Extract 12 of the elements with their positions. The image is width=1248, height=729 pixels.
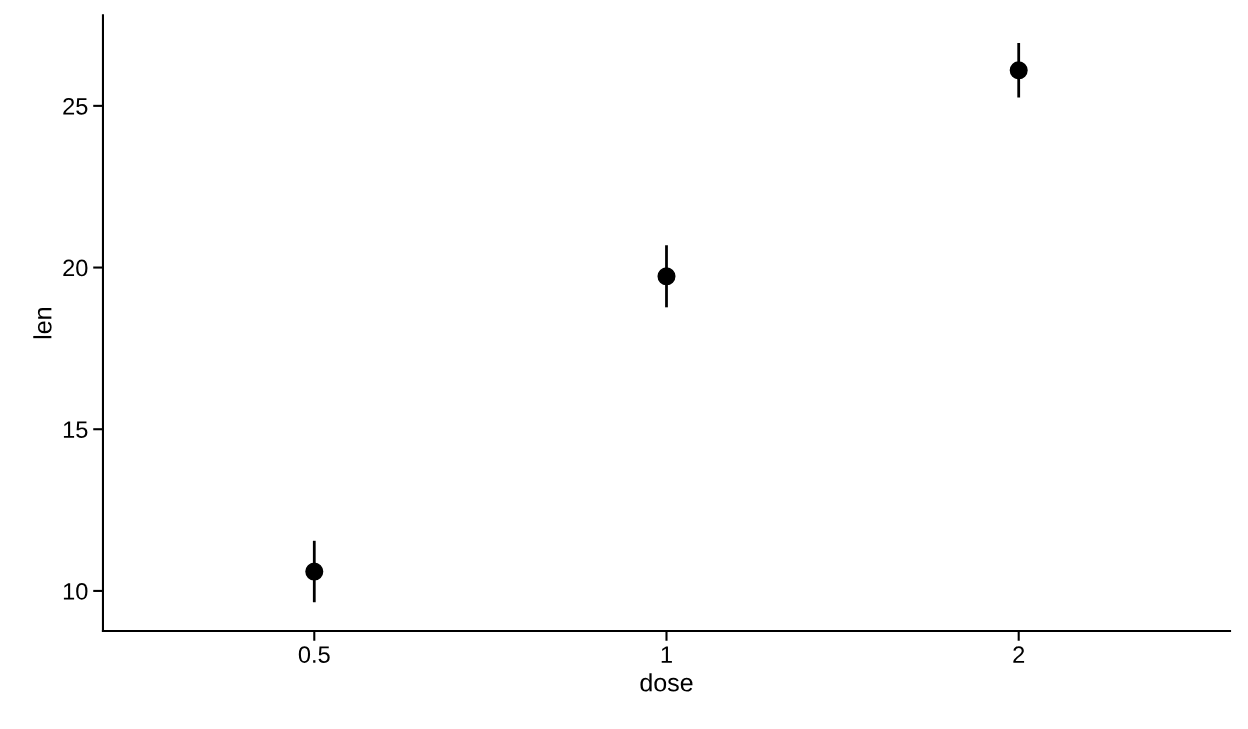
y-axis-title: len — [33, 308, 52, 339]
x-tick-label: 2 — [1013, 646, 1025, 663]
point — [305, 562, 324, 581]
x-tick-label: 0.5 — [298, 646, 330, 663]
y-tick-label: 20 — [63, 259, 88, 277]
y-tick-label: 25 — [63, 97, 88, 115]
y-tick-label: 15 — [63, 421, 88, 439]
point — [657, 267, 676, 286]
point — [1009, 61, 1028, 80]
y-tick-label: 10 — [63, 582, 88, 600]
x-tick-label: 1 — [661, 646, 672, 663]
x-axis-title: dose — [640, 673, 693, 692]
